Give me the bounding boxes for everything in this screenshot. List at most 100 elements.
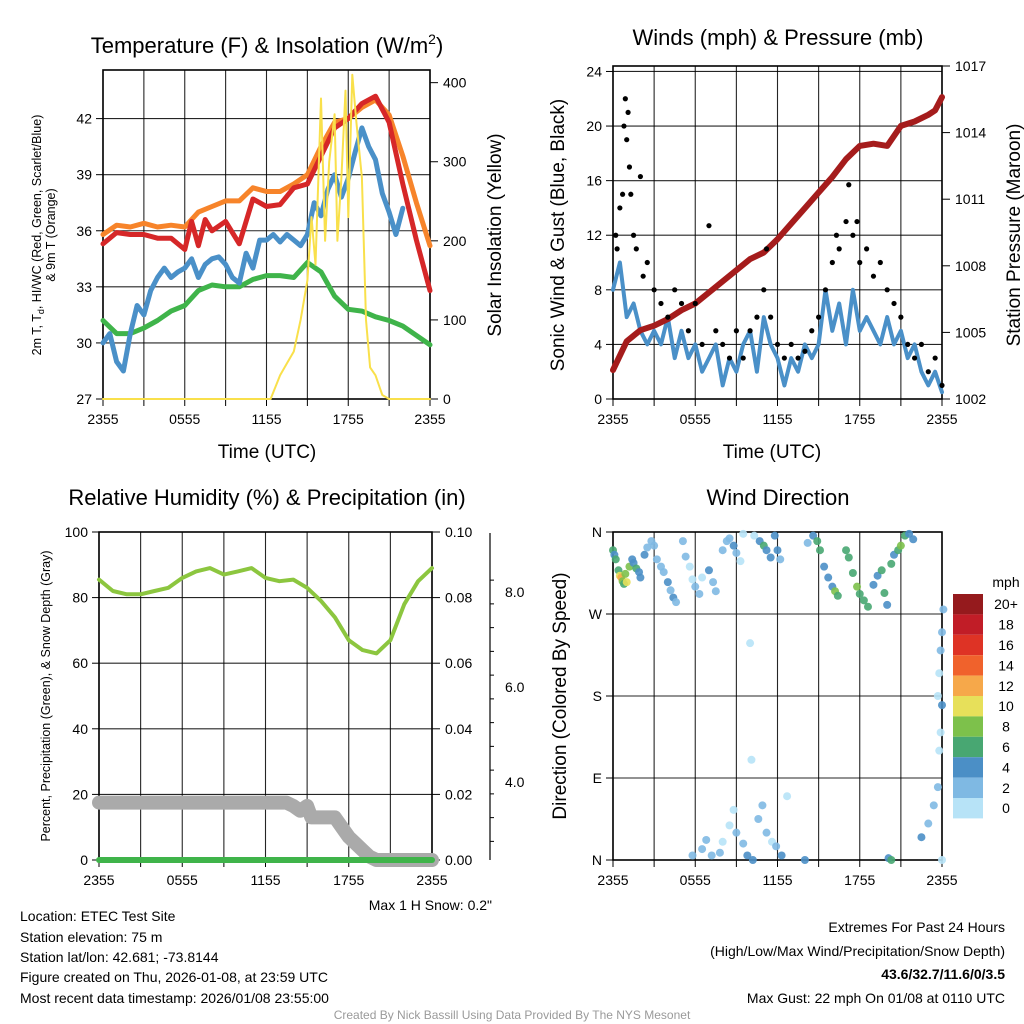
y-tick-label: 20 [72,786,88,802]
temperature-x-axis-title: Time (UTC) [218,442,317,463]
wind-direction-point [672,598,681,607]
right-y-tick-label: 1002 [955,391,986,407]
wind-direction-point [729,541,738,550]
gust-point [905,341,911,348]
wind-direction-point [938,856,946,864]
y-tick-label: 27 [76,391,92,407]
wind-direction-point [936,728,945,737]
gust-point [640,273,646,279]
wind-direction-point [933,783,942,792]
gust-point [626,164,633,170]
gust-point [747,328,753,334]
gust-point [816,314,822,320]
gust-point [843,218,849,225]
x-tick-label: 1155 [250,872,280,888]
gust-point [622,96,628,102]
wind-direction-point [754,815,763,823]
right-y-tick-label: 400 [443,75,467,91]
wind-direction-point [777,851,786,860]
temperature-y-axis-title: 2m T, Td, HI/WC (Red, Green, Scarlet/Blu… [30,115,46,356]
colorbar-label: 10 [998,698,1014,714]
wind-direction-point [803,538,812,547]
gust-point [733,328,739,334]
y-tick-label: 16 [586,173,602,189]
wind-direction-point [924,819,933,828]
colorbar-label: 16 [998,637,1014,653]
colorbar-swatch [953,594,983,615]
x-tick-label: 2355 [597,872,628,888]
wind-direction-point [640,550,649,559]
x-tick-label: 1155 [251,411,281,427]
gust-point [614,246,620,252]
wind-direction-point [813,537,822,546]
wind-direction-point [695,589,704,598]
panel-3-grid [606,531,943,867]
wind-direction-point [935,669,944,678]
elevation-text: Station elevation: 75 m [20,929,162,945]
x-tick-label: 2355 [414,411,445,427]
gust-point [637,173,644,180]
max-gust-text: Max Gust: 22 mph On 01/08 at 0110 UTC [747,990,1005,1006]
wind-direction-point [896,541,905,550]
credit-text: Created By Nick Bassill Using Data Provi… [334,1008,691,1022]
colorbar-label: 20+ [994,596,1018,612]
series-2m-temperature-line [100,93,433,294]
wind-direction-point [859,596,868,605]
gust-point [624,137,630,143]
wind-direction-point [762,546,771,555]
gust-point [619,191,626,197]
gust-point [740,355,746,361]
right-y-tick-label: 1011 [955,191,985,207]
gust-point [678,300,685,307]
colorbar-label: 8 [1002,719,1010,735]
gust-point [836,246,842,252]
y-tick-label: 0 [594,391,602,407]
gust-point [651,287,657,293]
wind-direction-point [739,529,748,538]
right-y-tick-label: 0.06 [445,655,472,671]
y-tick-label: S [593,688,602,704]
y-tick-label: 0 [80,852,88,868]
wind-direction-point [770,531,779,540]
right-y-tick-label: 1014 [955,125,986,141]
wind-direction-point [748,856,757,864]
x-tick-label: 0555 [680,411,711,427]
colorbar-label: 14 [998,657,1014,673]
wind-direction-point [715,848,724,857]
gust-point [699,341,705,348]
panel-1-grid [606,65,950,406]
gust-point [891,300,897,307]
wind-direction-point [659,568,668,577]
wind-direction-point [636,573,645,582]
pressure-y-axis-title: Station Pressure (Maroon) [1004,124,1024,347]
gust-point [628,191,634,197]
right-y-tick-label: 100 [443,312,467,328]
gust-point [633,246,639,252]
colorbar-swatch [953,777,983,798]
winds-x-axis-title: Time (UTC) [723,442,822,463]
gust-point [850,232,856,238]
wind-direction-point [732,548,741,557]
temperature-panel-title: Temperature (F) & Insolation (W/m2) [91,31,444,58]
y-tick-label: 4 [594,336,602,352]
colorbar-swatch [953,655,983,676]
wind-direction-point [622,578,631,587]
right-y-tick-label: 0.04 [445,721,472,737]
gust-point [809,328,815,334]
wind-direction-point [853,582,862,591]
created-text: Figure created on Thu, 2026-01-08, at 23… [20,969,328,985]
wind-direction-point [887,559,896,568]
wind-direction-point [691,582,700,591]
x-tick-label: 1755 [844,411,875,427]
colorbar-label: 0 [1002,800,1010,816]
recent-data-text: Most recent data timestamp: 2026/01/08 2… [20,990,329,1006]
wind-direction-point [725,821,734,830]
wind-direction-point [663,578,672,587]
colorbar-swatch [953,757,983,778]
gust-point [774,341,781,348]
wind-direction-point [909,535,918,544]
wind-direction-point [938,701,946,710]
wind-direction-point [933,692,942,700]
snow-axis-tick-label: 6.0 [505,679,525,695]
x-tick-label: 2355 [926,411,957,427]
